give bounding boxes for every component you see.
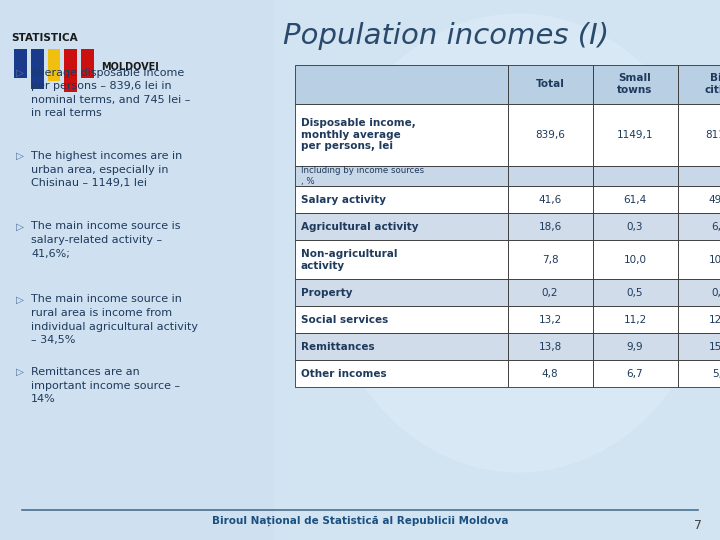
Text: ▷: ▷ xyxy=(16,367,24,377)
Bar xyxy=(678,186,720,213)
Text: 61,4: 61,4 xyxy=(624,195,647,205)
Bar xyxy=(508,65,593,104)
Text: Small
towns: Small towns xyxy=(617,73,653,95)
Text: 7,8: 7,8 xyxy=(541,255,559,265)
Bar xyxy=(508,333,593,360)
Bar xyxy=(678,333,720,360)
Bar xyxy=(678,360,720,387)
Text: Big
cities: Big cities xyxy=(704,73,720,95)
Bar xyxy=(295,213,508,240)
Text: 0,5: 0,5 xyxy=(627,288,643,298)
Text: 13,2: 13,2 xyxy=(539,315,562,325)
Bar xyxy=(593,279,678,306)
Text: Disposable income,
monthly average
per persons, lei: Disposable income, monthly average per p… xyxy=(301,118,415,151)
Bar xyxy=(508,186,593,213)
Bar xyxy=(31,49,44,89)
Text: ▷: ▷ xyxy=(16,151,24,161)
Bar xyxy=(678,104,720,166)
Bar xyxy=(678,166,720,186)
Bar xyxy=(593,104,678,166)
Text: Social services: Social services xyxy=(301,315,388,325)
Text: Average disposable income
per persons – 839,6 lei in
nominal terms, and 745 lei : Average disposable income per persons – … xyxy=(31,68,190,118)
Bar xyxy=(64,49,77,92)
Text: 12,4: 12,4 xyxy=(708,315,720,325)
Text: 7: 7 xyxy=(694,519,702,532)
Text: Agricultural activity: Agricultural activity xyxy=(301,222,418,232)
Text: 0,1: 0,1 xyxy=(712,288,720,298)
Bar xyxy=(678,213,720,240)
Text: STATISTICA: STATISTICA xyxy=(11,33,78,43)
Bar xyxy=(295,104,508,166)
Text: Remittances are an
important income source –
14%: Remittances are an important income sour… xyxy=(31,367,180,404)
Text: 811,0: 811,0 xyxy=(705,130,720,140)
Bar xyxy=(593,166,678,186)
Text: 5,0: 5,0 xyxy=(712,369,720,379)
Bar xyxy=(295,240,508,279)
Text: 11,2: 11,2 xyxy=(624,315,647,325)
Text: 10,0: 10,0 xyxy=(624,255,647,265)
Bar xyxy=(508,166,593,186)
Text: 15,4: 15,4 xyxy=(708,342,720,352)
Bar xyxy=(678,65,720,104)
Bar xyxy=(14,49,27,78)
Text: Other incomes: Other incomes xyxy=(301,369,387,379)
Text: 0,3: 0,3 xyxy=(627,222,643,232)
Bar xyxy=(508,213,593,240)
Text: Property: Property xyxy=(301,288,353,298)
Bar xyxy=(295,279,508,306)
Bar xyxy=(508,279,593,306)
Text: ▷: ▷ xyxy=(16,221,24,232)
Text: 0,2: 0,2 xyxy=(542,288,558,298)
Bar xyxy=(508,306,593,333)
Text: 6,9: 6,9 xyxy=(711,222,720,232)
Text: ▷: ▷ xyxy=(16,68,24,78)
Bar xyxy=(508,104,593,166)
Text: Non-agricultural
activity: Non-agricultural activity xyxy=(301,249,397,271)
Text: 9,9: 9,9 xyxy=(626,342,644,352)
Bar xyxy=(295,360,508,387)
Ellipse shape xyxy=(320,14,716,472)
Bar xyxy=(295,186,508,213)
Bar xyxy=(81,49,94,78)
Text: Population incomes (I): Population incomes (I) xyxy=(284,22,609,50)
Bar xyxy=(295,65,508,104)
Bar xyxy=(508,240,593,279)
Text: 1149,1: 1149,1 xyxy=(617,130,653,140)
Text: Remittances: Remittances xyxy=(301,342,374,352)
Bar xyxy=(295,306,508,333)
Bar xyxy=(593,213,678,240)
Bar xyxy=(593,360,678,387)
Text: 13,8: 13,8 xyxy=(539,342,562,352)
Text: Including by income sources
, %: Including by income sources , % xyxy=(301,166,424,186)
Text: 839,6: 839,6 xyxy=(535,130,565,140)
Text: 49,3: 49,3 xyxy=(708,195,720,205)
Text: ▷: ▷ xyxy=(16,294,24,305)
Bar xyxy=(593,333,678,360)
Text: MOLDOVEI: MOLDOVEI xyxy=(101,63,158,72)
Text: 18,6: 18,6 xyxy=(539,222,562,232)
Text: 41,6: 41,6 xyxy=(539,195,562,205)
Text: Biroul Național de Statistică al Republicii Moldova: Biroul Național de Statistică al Republi… xyxy=(212,516,508,526)
Bar xyxy=(274,0,720,540)
Text: The main income source is
salary-related activity –
41,6%;: The main income source is salary-related… xyxy=(31,221,181,259)
Text: The main income source in
rural area is income from
individual agricultural acti: The main income source in rural area is … xyxy=(31,294,198,345)
Bar xyxy=(295,166,508,186)
Bar xyxy=(508,360,593,387)
Text: 10,9: 10,9 xyxy=(708,255,720,265)
Text: 4,8: 4,8 xyxy=(541,369,559,379)
Bar xyxy=(678,306,720,333)
Text: The highest incomes are in
urban area, especially in
Chisinau – 1149,1 lei: The highest incomes are in urban area, e… xyxy=(31,151,182,188)
Text: 6,7: 6,7 xyxy=(626,369,644,379)
Bar xyxy=(593,186,678,213)
Bar xyxy=(593,306,678,333)
Bar xyxy=(678,240,720,279)
Bar xyxy=(295,333,508,360)
Bar xyxy=(48,49,60,81)
Bar xyxy=(593,65,678,104)
Bar xyxy=(678,279,720,306)
Bar xyxy=(593,240,678,279)
Text: Total: Total xyxy=(536,79,564,89)
Text: Salary activity: Salary activity xyxy=(301,195,386,205)
